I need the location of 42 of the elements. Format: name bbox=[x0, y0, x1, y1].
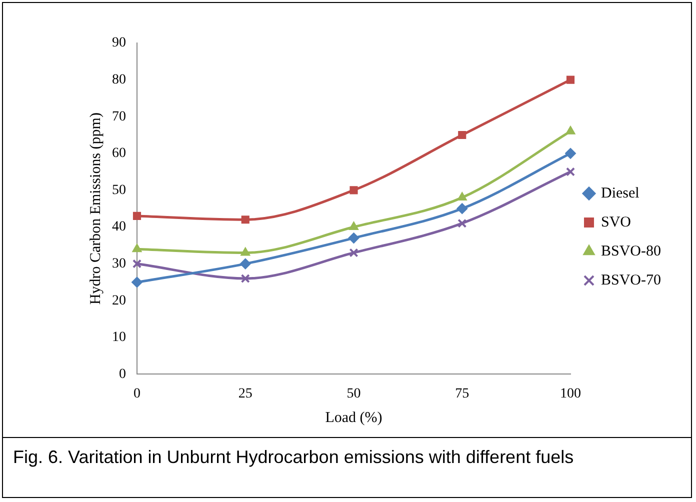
y-tick-label: 50 bbox=[112, 182, 126, 198]
x-tick-label: 50 bbox=[346, 386, 361, 402]
point bbox=[457, 192, 467, 201]
point bbox=[132, 244, 142, 252]
y-tick-label: 0 bbox=[119, 366, 126, 382]
x-tick-label: 25 bbox=[238, 386, 252, 402]
point bbox=[349, 248, 358, 258]
legend-label: Diesel bbox=[600, 185, 640, 202]
y-tick-label: 60 bbox=[112, 146, 126, 162]
point bbox=[458, 130, 466, 140]
y-tick-label: 30 bbox=[112, 256, 126, 272]
y-tick-label: 10 bbox=[112, 330, 126, 346]
y-tick-label: 40 bbox=[112, 220, 126, 235]
point bbox=[458, 218, 467, 228]
point bbox=[348, 232, 360, 244]
y-tick-label: 20 bbox=[112, 293, 126, 308]
point bbox=[350, 186, 358, 194]
point bbox=[566, 126, 576, 134]
x-tick-label: 0 bbox=[134, 386, 140, 402]
x-axis-title: Load (%) bbox=[325, 410, 382, 426]
point bbox=[564, 148, 576, 159]
y-tick-label: 90 bbox=[112, 36, 126, 51]
point bbox=[240, 247, 250, 256]
y-axis-title: Hydro Carbon Emissions (ppm) bbox=[88, 112, 104, 305]
legend-label: SVO bbox=[600, 214, 632, 230]
point bbox=[132, 259, 142, 268]
y-tick-label: 80 bbox=[112, 72, 126, 88]
point bbox=[240, 258, 251, 270]
legend-label: BSVO-70 bbox=[600, 272, 662, 288]
point bbox=[566, 167, 576, 176]
point bbox=[241, 216, 250, 224]
point bbox=[566, 76, 575, 84]
x-tick-label: 100 bbox=[560, 386, 581, 402]
point bbox=[348, 222, 359, 230]
point bbox=[132, 212, 142, 220]
legend-label: BSVO-80 bbox=[600, 243, 662, 260]
y-tick-label: 70 bbox=[112, 109, 126, 124]
point bbox=[240, 274, 250, 284]
point bbox=[456, 203, 468, 214]
caption: Fig. 6. Varitation in Unburnt Hydrocarbon emissions with different fuels bbox=[13, 446, 575, 468]
x-tick-label: 75 bbox=[455, 386, 470, 402]
point bbox=[132, 276, 142, 288]
